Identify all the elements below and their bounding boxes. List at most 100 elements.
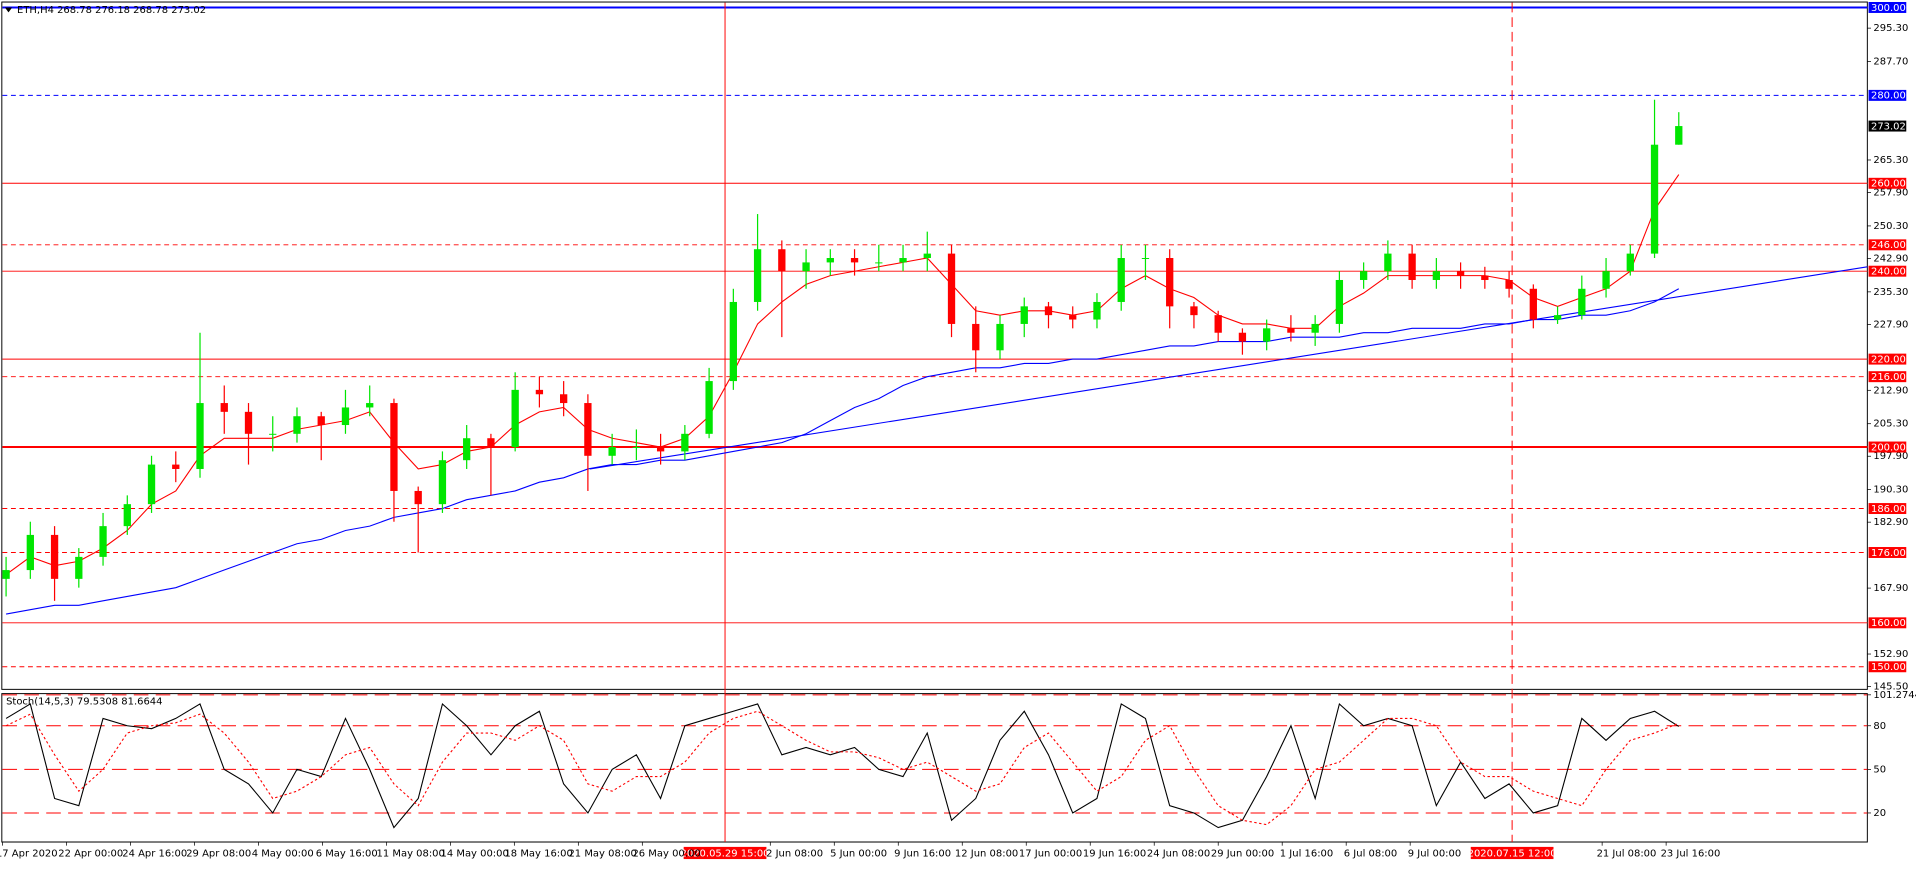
y-tick-label: 287.70 <box>1873 57 1908 68</box>
candle-body <box>972 323 980 351</box>
candle-body <box>899 258 907 263</box>
price-level-label: 260.00 <box>1871 179 1906 190</box>
main-frame <box>1 1 1868 690</box>
current-price-label: 273.02 <box>1871 121 1906 132</box>
candle-body <box>293 416 301 434</box>
candle-body <box>1481 275 1489 280</box>
candle-body <box>608 447 616 456</box>
candle-body <box>1117 258 1125 302</box>
candle-body <box>1602 271 1610 289</box>
stoch-line <box>5 710 1679 826</box>
candle-body <box>1650 144 1659 254</box>
candle-body <box>487 438 495 448</box>
y-tick-label: 235.30 <box>1873 287 1908 298</box>
candle-body <box>705 381 713 434</box>
y-tick-label: 242.90 <box>1873 253 1908 264</box>
x-tick-label: 29 Jun 00:00 <box>1211 849 1274 860</box>
candle-body <box>559 394 568 404</box>
title-arrow <box>4 7 13 13</box>
y-tick-label: 145.50 <box>1873 682 1908 693</box>
price-level-tag <box>1868 265 1907 277</box>
candle-body <box>172 464 180 469</box>
candle-body <box>778 249 786 272</box>
candle-body <box>632 447 641 448</box>
candle-body <box>1626 253 1634 272</box>
price-level-tag <box>1868 547 1907 558</box>
price-level-label: 220.00 <box>1871 354 1906 365</box>
candle-body <box>1675 126 1683 145</box>
price-level-label: 240.00 <box>1871 267 1906 278</box>
candle-body <box>729 301 737 382</box>
candle-body <box>1069 315 1077 320</box>
candle-body <box>753 249 762 302</box>
x-tick-label: 12 Jun 08:00 <box>955 849 1018 860</box>
candle-body <box>1578 288 1586 316</box>
candle-body <box>1141 258 1150 259</box>
y-tick-label: 101.2744 <box>1873 690 1916 701</box>
price-level-label: 216.00 <box>1871 372 1906 383</box>
y-tick-label: 257.90 <box>1873 188 1908 199</box>
price-level-label: 150.00 <box>1871 662 1906 673</box>
y-tick-label: 182.90 <box>1873 517 1908 528</box>
main-title: ETH,H4 268.78 276.18 268.78 273.02 <box>17 5 206 16</box>
candle-body <box>463 438 471 461</box>
y-tick-label: 20 <box>1873 808 1886 819</box>
x-tick-label: 9 Jun 16:00 <box>894 849 951 860</box>
candle-body <box>26 534 34 571</box>
price-level-label: 176.00 <box>1871 548 1906 559</box>
candle-body <box>923 253 931 259</box>
candle-body <box>390 403 398 491</box>
x-tick-label: 14 May 00:00 <box>440 849 508 860</box>
candle-body <box>1287 328 1295 333</box>
candle-body <box>99 526 107 557</box>
candle-body <box>584 403 592 456</box>
x-tick-label: 19 Jun 16:00 <box>1083 849 1146 860</box>
candle-body <box>850 258 859 263</box>
candle-body <box>123 504 131 527</box>
y-tick-label: 265.30 <box>1873 155 1908 166</box>
candle-body <box>1214 315 1222 333</box>
candle-body <box>220 403 228 412</box>
candle-body <box>996 323 1004 351</box>
price-level-tag <box>1868 371 1907 383</box>
x-tick-label: 24 Apr 16:00 <box>122 849 187 860</box>
x-tick-label: 17 Apr 2020 <box>0 849 58 860</box>
crosshair-tag <box>683 846 767 860</box>
candle-body <box>535 389 544 395</box>
candle-body <box>269 433 277 435</box>
price-level-tag <box>1868 441 1907 453</box>
candle-body <box>875 262 883 264</box>
y-tick-label: 212.90 <box>1873 385 1908 396</box>
x-tick-label: 6 Jul 08:00 <box>1344 849 1397 860</box>
price-level-tag <box>1868 661 1907 673</box>
price-level-tag <box>1868 2 1907 13</box>
candle-body <box>1311 323 1319 333</box>
y-tick-label: 295.30 <box>1873 23 1908 34</box>
stoch-title: Stoch(14,5,3) 79.5308 81.6644 <box>6 697 162 708</box>
candle-body <box>147 464 156 505</box>
y-tick-label: 167.90 <box>1873 583 1908 594</box>
crosshair-label: 2020.05.29 15:00 <box>681 849 770 860</box>
candle-body <box>438 460 447 505</box>
candle-body <box>1456 271 1465 276</box>
candle-body <box>2 570 10 579</box>
price-level-label: 300.00 <box>1871 3 1906 14</box>
moving-average <box>5 174 1680 575</box>
candle-body <box>1529 288 1537 320</box>
candle-body <box>1335 279 1344 324</box>
price-level-label: 246.00 <box>1871 240 1906 251</box>
moving-average <box>5 288 1680 615</box>
candle-body <box>826 258 834 263</box>
candle-body <box>802 262 810 272</box>
price-level-label: 186.00 <box>1871 504 1906 515</box>
price-level-tag <box>1868 239 1907 251</box>
x-tick-label: 5 Jun 00:00 <box>830 849 887 860</box>
candle-body <box>1020 306 1028 324</box>
candle-body <box>1044 306 1053 316</box>
x-tick-label: 23 Jul 16:00 <box>1661 849 1721 860</box>
candle-body <box>317 416 325 426</box>
crosshair-label: 2020.07.15 12:00 <box>1468 849 1557 860</box>
